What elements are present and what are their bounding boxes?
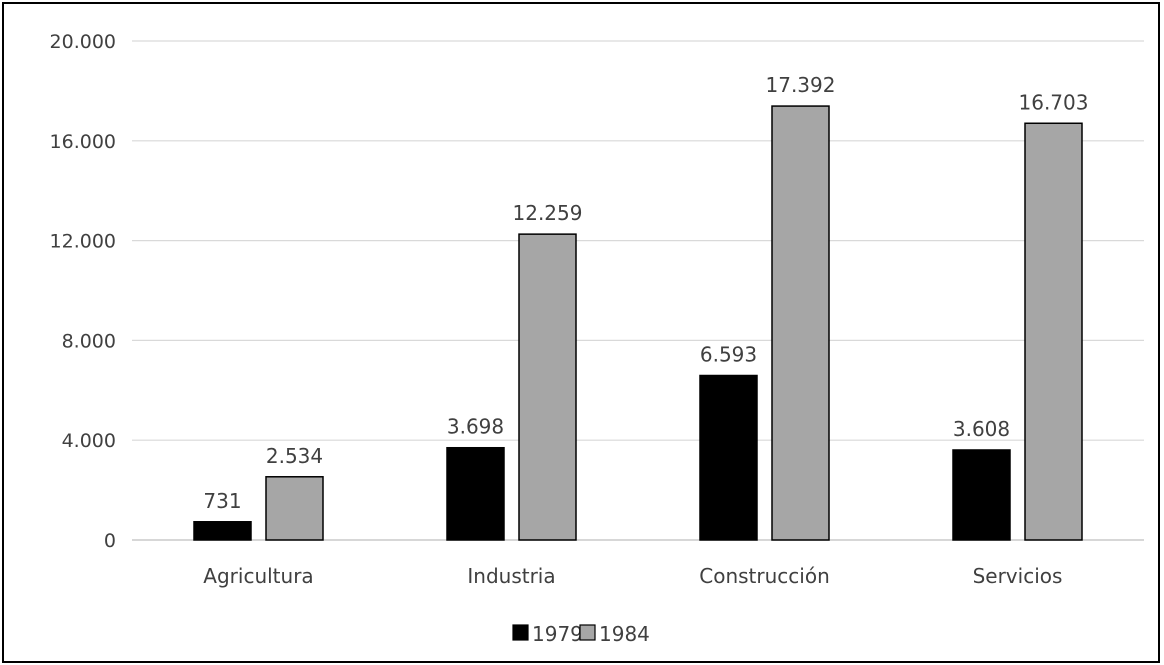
data-label: 3.608 bbox=[953, 417, 1010, 441]
legend-swatch-1979 bbox=[512, 624, 529, 641]
data-labels: 731 2.534 3.698 12.259 6.593 17.392 3.608 16.70… bbox=[203, 73, 1088, 513]
legend-label: 1979 bbox=[532, 622, 583, 646]
bar-1984-industria bbox=[518, 233, 577, 541]
data-label: 17.392 bbox=[766, 73, 836, 97]
bar-1984-servicios bbox=[1024, 122, 1083, 541]
y-tick-label: 16.000 bbox=[50, 131, 116, 153]
legend-swatch-1984 bbox=[579, 624, 596, 641]
y-axis-ticks: 0 4.000 8.000 12.000 16.000 20.000 bbox=[50, 31, 116, 552]
data-label: 2.534 bbox=[266, 444, 323, 468]
data-label: 16.703 bbox=[1019, 90, 1089, 114]
category-label: Agricultura bbox=[203, 564, 313, 588]
bar-1979-agricultura bbox=[193, 521, 252, 541]
category-label: Construcción bbox=[699, 564, 830, 588]
bar-1979-servicios bbox=[952, 449, 1011, 541]
data-label: 3.698 bbox=[447, 415, 504, 439]
bars bbox=[193, 105, 1083, 541]
y-tick-label: 4.000 bbox=[62, 430, 116, 452]
bar-1984-agricultura bbox=[265, 476, 324, 541]
y-tick-label: 12.000 bbox=[50, 231, 116, 253]
bar-1979-construcción bbox=[699, 374, 758, 541]
y-tick-label: 8.000 bbox=[62, 330, 116, 352]
data-label: 6.593 bbox=[700, 343, 757, 367]
data-label: 731 bbox=[203, 489, 241, 513]
legend: 1979 1984 bbox=[512, 622, 650, 646]
y-tick-label: 20.000 bbox=[50, 31, 116, 53]
data-label: 12.259 bbox=[513, 201, 583, 225]
x-axis-categories: Agricultura Industria Construcción Servicio… bbox=[203, 564, 1062, 588]
y-tick-label: 0 bbox=[104, 530, 116, 552]
category-label: Servicios bbox=[973, 564, 1063, 588]
legend-label: 1984 bbox=[599, 622, 650, 646]
category-label: Industria bbox=[467, 564, 555, 588]
bar-1984-construcción bbox=[771, 105, 830, 541]
bar-1979-industria bbox=[446, 446, 505, 541]
